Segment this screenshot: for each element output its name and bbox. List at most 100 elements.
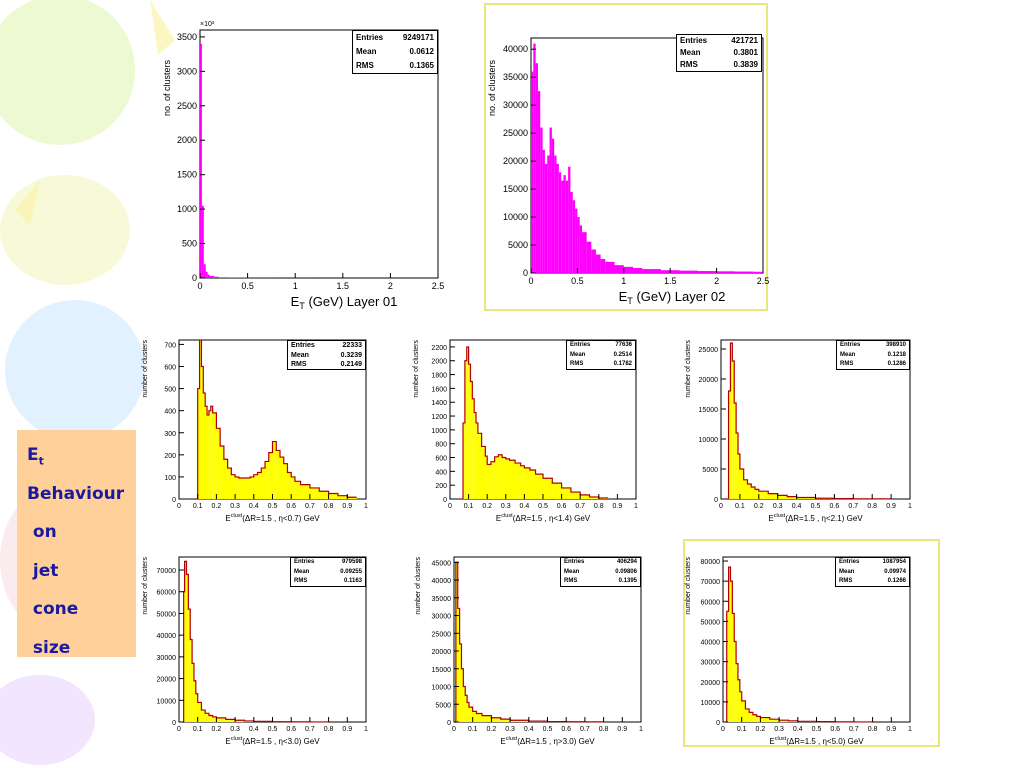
stats-row: RMS 0.3839	[677, 59, 761, 71]
histogram-outline	[726, 342, 892, 500]
y-tick-label: 30000	[432, 614, 452, 621]
histogram-bar	[591, 249, 596, 273]
histogram-bar	[726, 611, 729, 722]
histogram-bar	[235, 476, 239, 499]
stats-key: Mean	[294, 568, 310, 575]
x-tick-label: 0.5	[241, 281, 254, 291]
histogram-bar	[698, 271, 717, 273]
histogram-bar	[502, 457, 506, 499]
y-tick-label: 35000	[503, 72, 528, 82]
y-tick-label: 25000	[503, 128, 528, 138]
histogram-bar	[200, 43, 202, 279]
x-axis-label: Eclust(ΔR=1.5 , η<3.0) GeV	[225, 736, 320, 746]
stats-box: Entries 9249171 Mean 0.0612 RMS 0.1365	[352, 30, 438, 74]
histogram-bar	[197, 702, 202, 722]
histogram-bar	[468, 707, 473, 722]
y-axis-label: number of clusters	[142, 557, 149, 615]
stats-key: Mean	[356, 47, 377, 57]
histogram-bar	[769, 719, 780, 722]
stats-row: Mean 0.09806	[561, 568, 640, 578]
x-tick-label: 0.5	[538, 503, 548, 510]
histogram-outline	[454, 561, 604, 723]
x-tick-label: 0.7	[580, 726, 590, 733]
x-tick-label: 0.2	[487, 726, 497, 733]
histogram-bar	[570, 191, 573, 273]
histogram-bar	[570, 492, 581, 499]
x-tick-label: 0.8	[868, 726, 878, 733]
x-tick-label: 0.7	[305, 726, 315, 733]
histogram-bar	[732, 613, 735, 722]
histogram-bar	[225, 719, 236, 722]
stats-value: 0.3239	[340, 351, 362, 359]
histogram-bar	[568, 166, 571, 273]
stats-key: RMS	[294, 578, 308, 584]
x-tick-label: 0.1	[193, 726, 203, 733]
stats-row: Entries 77636	[567, 341, 635, 351]
y-tick-label: 50000	[157, 611, 177, 618]
histogram-bar	[261, 468, 266, 499]
stats-value: 421721	[731, 36, 758, 45]
x-tick-label: 0.6	[830, 726, 840, 733]
histogram-bar	[760, 717, 770, 722]
y-tick-label: 60000	[157, 590, 177, 597]
histogram-bar	[466, 346, 469, 499]
stats-key: Mean	[840, 351, 856, 358]
x-tick-label: 2	[388, 281, 393, 291]
x-tick-label: 0	[452, 726, 456, 733]
x-tick-label: 0.4	[793, 726, 803, 733]
x-axis-label: Eclust(ΔR=1.5 , η<2.1) GeV	[768, 513, 863, 523]
histogram-bar	[490, 461, 495, 499]
stats-box: Entries 77636 Mean 0.2514 RMS 0.1782	[566, 340, 636, 370]
histogram-bar	[595, 254, 601, 273]
x-tick-label: 0.9	[886, 726, 896, 733]
stats-key: RMS	[291, 361, 307, 368]
histogram-bar	[201, 366, 204, 499]
histogram-bar	[227, 468, 232, 499]
y-tick-label: 500	[164, 387, 176, 394]
histogram-bar	[738, 454, 740, 499]
stats-row: RMS 0.1286	[837, 360, 909, 370]
stats-value: 0.1365	[409, 61, 434, 71]
histogram-bar	[787, 496, 797, 499]
side-label-line-3: jet	[27, 560, 59, 581]
histogram-bar	[540, 127, 543, 274]
histogram-bar	[494, 456, 499, 499]
histogram-bar	[328, 493, 338, 499]
y-tick-label: 1800	[431, 373, 447, 380]
histogram-bar	[223, 459, 228, 499]
histogram-bar	[756, 716, 761, 722]
histogram-bar	[208, 715, 213, 722]
x-tick-label: 0.6	[557, 503, 567, 510]
histogram-bar	[509, 460, 516, 499]
x-tick-label: 0.5	[571, 276, 584, 286]
histogram-bar	[291, 476, 295, 499]
y-tick-label: 80000	[701, 559, 721, 566]
histogram-bar	[743, 479, 748, 499]
side-label-line-5: size	[27, 637, 71, 658]
histogram-bar	[563, 175, 566, 273]
y-tick-label: 1600	[431, 386, 447, 393]
histogram-bar	[736, 433, 739, 499]
y-tick-label: 5000	[702, 467, 718, 474]
x-tick-label: 0.4	[249, 503, 259, 510]
histogram-bar	[205, 406, 208, 499]
stats-value: 77636	[615, 342, 632, 348]
x-tick-label: 0	[177, 726, 181, 733]
histogram-bar	[572, 200, 576, 273]
stats-value: 0.1286	[887, 361, 906, 367]
stats-box: Entries 406294 Mean 0.09806 RMS 0.1395	[560, 557, 641, 587]
stats-key: Entries	[680, 36, 708, 45]
stats-key: Mean	[680, 48, 701, 58]
stats-value: 0.1266	[887, 578, 906, 584]
y-tick-label: 2000	[431, 359, 447, 366]
histogram-outline	[195, 339, 357, 500]
histogram-bar	[199, 340, 202, 499]
x-tick-label: 0.5	[812, 726, 822, 733]
histogram-bar	[500, 719, 511, 722]
x-tick-label: 0.7	[305, 503, 315, 510]
histogram-bar	[476, 422, 478, 499]
y-tick-label: 1200	[431, 414, 447, 421]
x-tick-label: 1	[639, 726, 643, 733]
histogram-bar	[739, 469, 744, 499]
x-tick-label: 2.5	[432, 281, 445, 291]
